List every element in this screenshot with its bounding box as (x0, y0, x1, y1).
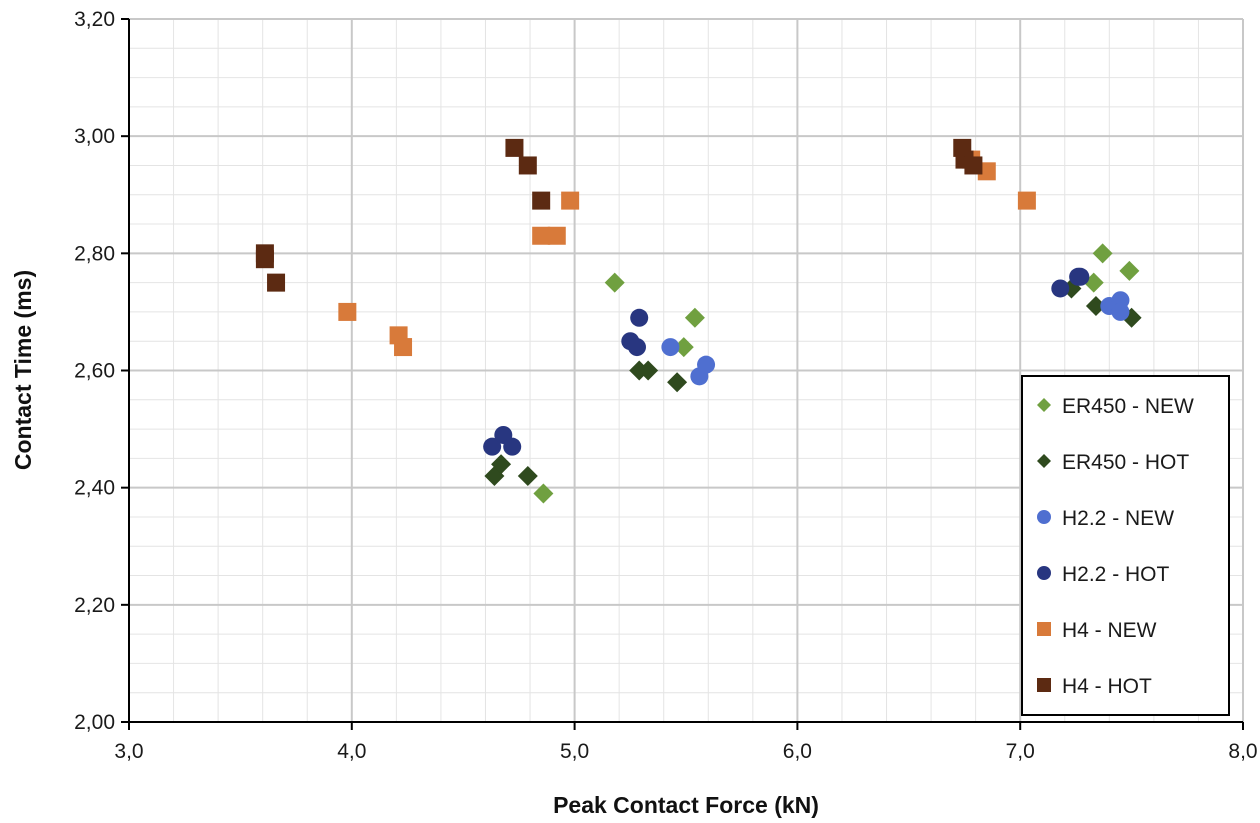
point-er450-hot (1085, 296, 1106, 317)
point-er450-new (684, 307, 705, 328)
legend-marker-h4-new (1037, 622, 1051, 636)
legend-label-h2-2-new: H2.2 - NEW (1062, 507, 1174, 530)
point-er450-new (1092, 243, 1113, 264)
point-h4-hot (267, 273, 286, 292)
x-axis-title: Peak Contact Force (kN) (553, 792, 819, 818)
point-h2-2-new (697, 355, 716, 374)
point-er450-new (604, 272, 625, 293)
y-tick-labels: 2,00 2,20 2,40 2,60 2,80 3,00 3,20 (74, 8, 115, 734)
y-axis-title: Contact Time (ms) (10, 270, 36, 470)
point-h4-new (547, 226, 566, 245)
point-h4-hot (532, 191, 551, 210)
legend-label-h4-new: H4 - NEW (1062, 619, 1157, 642)
x-tick-label: 6,0 (783, 740, 812, 763)
legend-label-h4-hot: H4 - HOT (1062, 675, 1152, 698)
x-tick-label: 3,0 (114, 740, 143, 763)
point-h2-2-hot (630, 308, 649, 327)
y-tick-label: 2,60 (74, 360, 115, 383)
point-h2-2-new (661, 338, 680, 357)
point-er450-hot (667, 372, 688, 393)
legend-marker-h4-hot (1037, 678, 1051, 692)
point-er450-new (1119, 260, 1140, 281)
point-h4-new (338, 302, 357, 321)
point-h4-new (1017, 191, 1036, 210)
point-h2-2-new (1111, 302, 1130, 321)
point-er450-hot (638, 360, 659, 381)
y-tick-label: 2,20 (74, 594, 115, 617)
legend-label-er450-hot: ER450 - HOT (1062, 451, 1189, 474)
legend-label-h2-2-hot: H2.2 - HOT (1062, 563, 1170, 586)
point-h2-2-hot (1071, 267, 1090, 286)
point-h4-new (394, 338, 413, 357)
y-tick-label: 2,40 (74, 477, 115, 500)
point-h2-2-hot (627, 338, 646, 357)
axes (121, 18, 1244, 730)
point-er450-new (673, 337, 694, 358)
point-er450-new (533, 483, 554, 504)
point-h2-2-hot (1051, 279, 1070, 298)
x-tick-labels: 3,0 4,0 5,0 6,0 7,0 8,0 (114, 740, 1257, 763)
point-h4-hot (505, 138, 524, 157)
point-h4-new (532, 226, 551, 245)
x-tick-label: 5,0 (560, 740, 589, 763)
x-tick-label: 7,0 (1006, 740, 1035, 763)
y-tick-label: 3,00 (74, 125, 115, 148)
legend-marker-h2-2-hot (1037, 566, 1051, 580)
point-h4-hot (964, 156, 983, 175)
point-h4-hot (518, 156, 537, 175)
point-er450-hot (491, 454, 512, 475)
y-tick-label: 3,20 (74, 8, 115, 31)
legend-marker-h2-2-new (1037, 510, 1051, 524)
legend-box (1021, 375, 1230, 716)
x-tick-label: 4,0 (337, 740, 366, 763)
legend: ER450 - NEW ER450 - HOT H2.2 - NEW H2.2 - H… (1021, 375, 1230, 716)
point-h4-hot (255, 250, 274, 269)
y-tick-label: 2,80 (74, 242, 115, 265)
point-er450-hot (517, 465, 538, 486)
data-points (255, 138, 1142, 504)
point-h2-2-hot (503, 437, 522, 456)
point-h4-new (561, 191, 580, 210)
legend-marker-er450-hot (1037, 454, 1051, 468)
legend-label-er450-new: ER450 - NEW (1062, 395, 1194, 418)
x-tick-label: 8,0 (1228, 740, 1257, 763)
point-h2-2-hot (483, 437, 502, 456)
legend-marker-er450-new (1037, 398, 1051, 412)
y-tick-label: 2,00 (74, 711, 115, 734)
